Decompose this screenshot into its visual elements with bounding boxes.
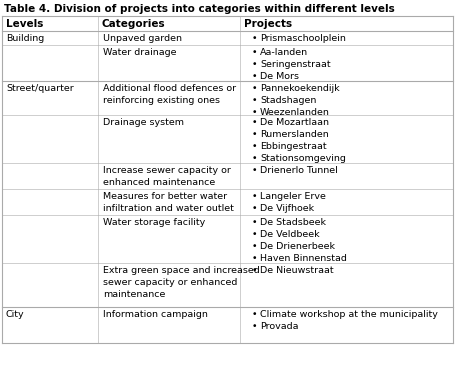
- Text: Provada: Provada: [260, 322, 298, 331]
- Text: •: •: [252, 266, 258, 275]
- Text: De Mozartlaan: De Mozartlaan: [260, 118, 329, 127]
- Text: •: •: [252, 108, 258, 117]
- Text: Drienerlo Tunnel: Drienerlo Tunnel: [260, 166, 338, 175]
- Text: •: •: [252, 118, 258, 127]
- Text: •: •: [252, 72, 258, 81]
- Text: Langeler Erve: Langeler Erve: [260, 192, 326, 201]
- Text: City: City: [6, 310, 25, 319]
- Text: •: •: [252, 254, 258, 263]
- Text: •: •: [252, 48, 258, 57]
- Text: Aa-landen: Aa-landen: [260, 48, 308, 57]
- Text: Prismaschoolplein: Prismaschoolplein: [260, 34, 346, 43]
- Text: •: •: [252, 322, 258, 331]
- Text: Street/quarter: Street/quarter: [6, 84, 74, 93]
- Text: De Nieuwstraat: De Nieuwstraat: [260, 266, 334, 275]
- Text: sewer capacity or enhanced: sewer capacity or enhanced: [103, 278, 238, 287]
- Text: Stadshagen: Stadshagen: [260, 96, 316, 105]
- Text: •: •: [252, 310, 258, 319]
- Text: enhanced maintenance: enhanced maintenance: [103, 178, 215, 187]
- Text: Drainage system: Drainage system: [103, 118, 184, 127]
- Text: De Veldbeek: De Veldbeek: [260, 230, 319, 239]
- Text: Haven Binnenstad: Haven Binnenstad: [260, 254, 347, 263]
- Text: De Vijfhoek: De Vijfhoek: [260, 204, 314, 213]
- Text: Extra green space and increased: Extra green space and increased: [103, 266, 260, 275]
- Text: Projects: Projects: [244, 19, 292, 29]
- Text: infiltration and water outlet: infiltration and water outlet: [103, 204, 234, 213]
- Text: Pannekoekendijk: Pannekoekendijk: [260, 84, 339, 93]
- Text: •: •: [252, 218, 258, 227]
- Text: •: •: [252, 60, 258, 69]
- Text: Climate workshop at the municipality: Climate workshop at the municipality: [260, 310, 438, 319]
- Text: Information campaign: Information campaign: [103, 310, 208, 319]
- Text: Weezenlanden: Weezenlanden: [260, 108, 330, 117]
- Text: Table 4. Division of projects into categories within different levels: Table 4. Division of projects into categ…: [4, 4, 395, 14]
- Text: •: •: [252, 96, 258, 105]
- Text: Rumerslanden: Rumerslanden: [260, 130, 329, 139]
- Text: Unpaved garden: Unpaved garden: [103, 34, 182, 43]
- Text: Water drainage: Water drainage: [103, 48, 177, 57]
- Text: •: •: [252, 154, 258, 163]
- Text: Water storage facility: Water storage facility: [103, 218, 205, 227]
- Text: •: •: [252, 166, 258, 175]
- Text: Building: Building: [6, 34, 44, 43]
- Text: Additional flood defences or: Additional flood defences or: [103, 84, 236, 93]
- Text: Levels: Levels: [6, 19, 43, 29]
- Text: Categories: Categories: [102, 19, 166, 29]
- Text: •: •: [252, 230, 258, 239]
- Text: De Drienerbeek: De Drienerbeek: [260, 242, 335, 251]
- Text: Increase sewer capacity or: Increase sewer capacity or: [103, 166, 231, 175]
- Text: De Stadsbeek: De Stadsbeek: [260, 218, 326, 227]
- Text: Ebbingestraat: Ebbingestraat: [260, 142, 327, 151]
- Text: Measures for better water: Measures for better water: [103, 192, 227, 201]
- Text: •: •: [252, 130, 258, 139]
- Text: •: •: [252, 34, 258, 43]
- Text: reinforcing existing ones: reinforcing existing ones: [103, 96, 220, 105]
- Text: Stationsomgeving: Stationsomgeving: [260, 154, 346, 163]
- Text: De Mors: De Mors: [260, 72, 299, 81]
- Text: •: •: [252, 84, 258, 93]
- Text: •: •: [252, 242, 258, 251]
- Text: •: •: [252, 204, 258, 213]
- Text: •: •: [252, 142, 258, 151]
- Text: maintenance: maintenance: [103, 290, 165, 299]
- Text: Seringenstraat: Seringenstraat: [260, 60, 331, 69]
- Text: •: •: [252, 192, 258, 201]
